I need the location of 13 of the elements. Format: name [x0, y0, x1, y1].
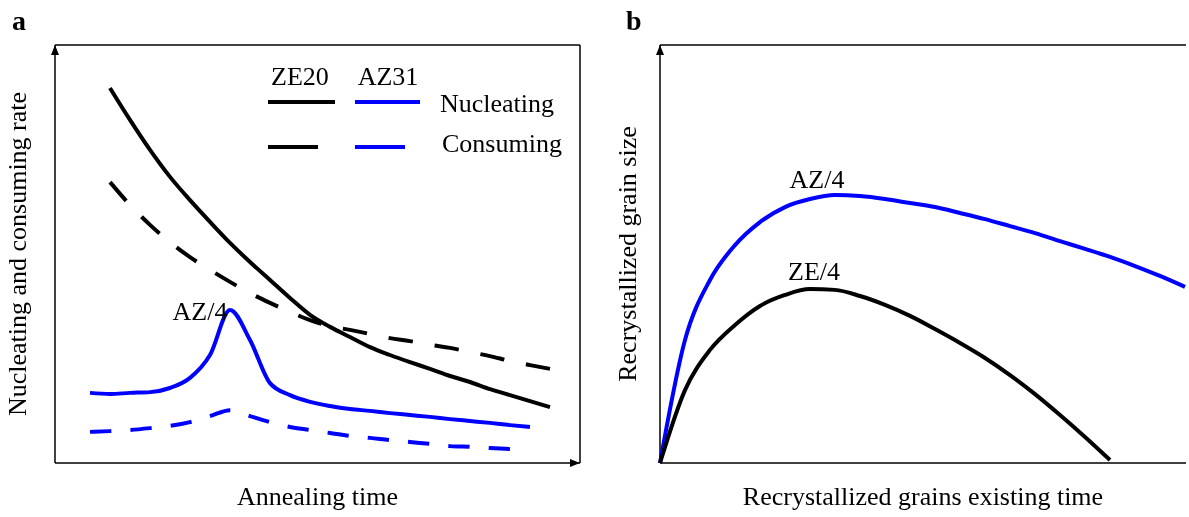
annotation: AZ/4 — [172, 297, 228, 326]
y-axis-title: Recrystallized grain size — [613, 126, 642, 382]
annotation: AZ31 — [357, 62, 419, 91]
annotation: ZE/4 — [788, 257, 840, 286]
chart-title: b — [626, 5, 642, 36]
annotation: Consuming — [442, 129, 562, 158]
x-axis-title: Annealing time — [236, 482, 399, 511]
x-axis-title: Recrystallized grains existing time — [742, 482, 1104, 511]
annotation: ZE20 — [271, 62, 329, 91]
text: AZ/4 — [789, 165, 845, 194]
chart-title: a — [12, 5, 26, 36]
annotation: Nucleating — [439, 89, 555, 118]
y-axis-title: Nucleating and consuming rate — [3, 91, 32, 417]
